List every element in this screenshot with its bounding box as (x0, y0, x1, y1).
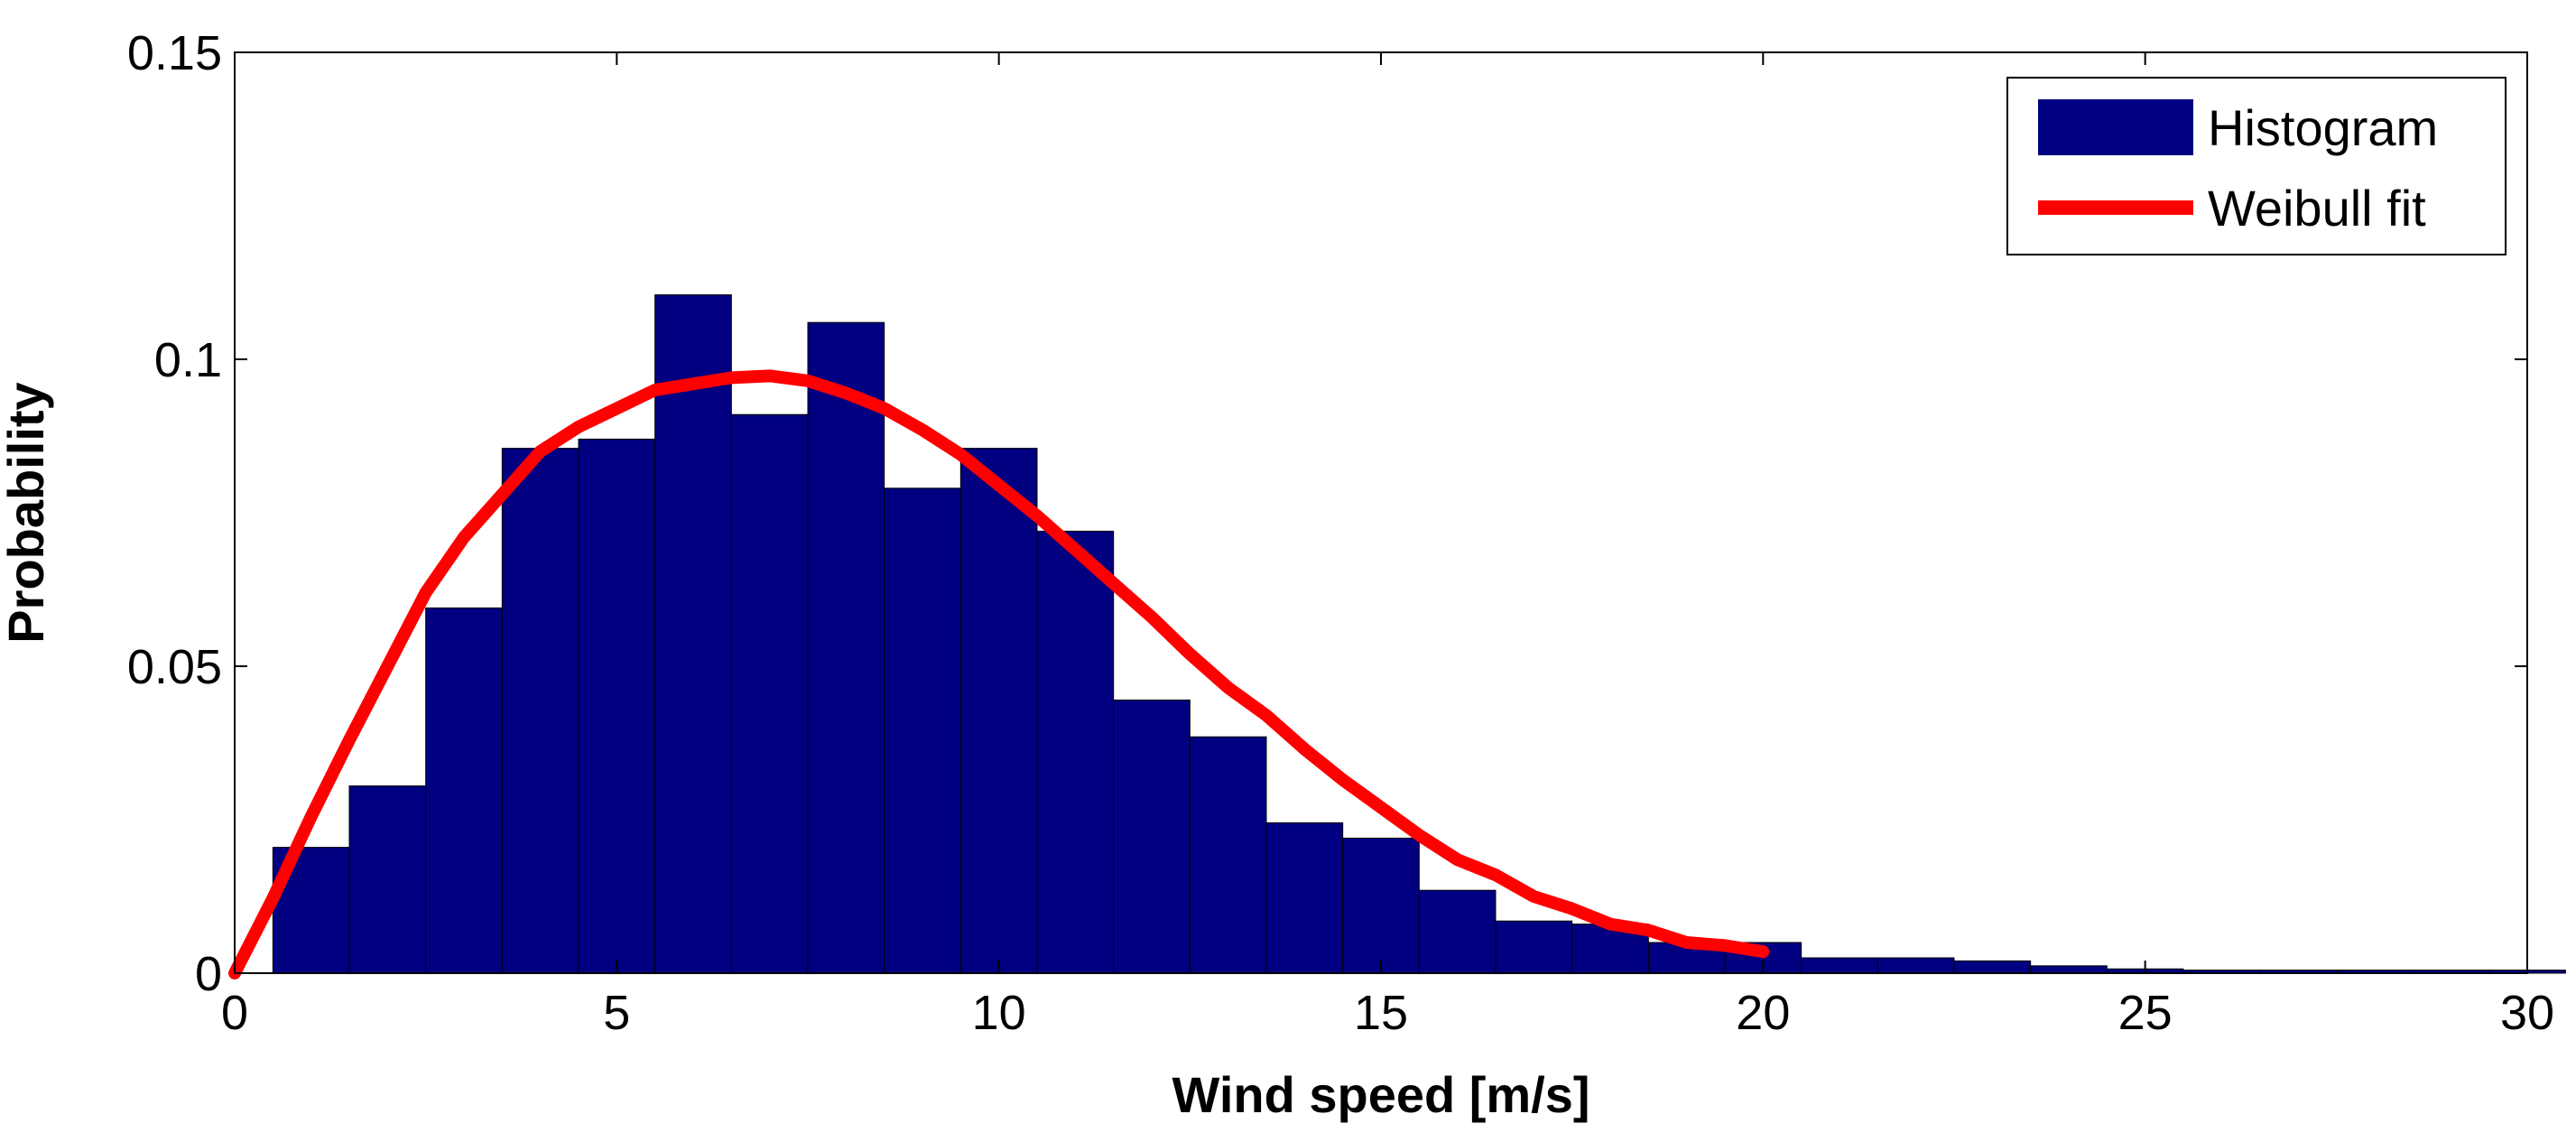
histogram-bar (348, 785, 427, 974)
x-tick-label: 5 (603, 986, 630, 1040)
histogram-bar (578, 438, 656, 974)
histogram-bar (425, 607, 503, 974)
histogram-bar (1495, 920, 1573, 974)
histogram-bar (1876, 957, 1955, 974)
x-axis-ticks: 0 5 10 15 20 25 30 (221, 52, 2554, 1040)
histogram-bar (1265, 822, 1344, 974)
histogram-bar (1953, 960, 2032, 974)
y-axis-title: Probability (0, 382, 54, 643)
histogram-bar (501, 448, 579, 974)
legend-weibull-fit-label: Weibull fit (2208, 180, 2426, 237)
histogram-bar (807, 321, 885, 974)
histogram-bar (1801, 957, 1878, 974)
weibull-fit-layer (228, 369, 1770, 980)
y-tick-label: 0.1 (154, 333, 222, 387)
legend: Histogram Weibull fit (2006, 77, 2507, 255)
x-tick-label: 15 (1354, 986, 1408, 1040)
x-tick-label: 10 (972, 986, 1026, 1040)
histogram-bar (1113, 699, 1191, 974)
histogram-bar (2030, 965, 2108, 974)
x-tick-label: 25 (2118, 986, 2173, 1040)
histogram-bar (1036, 530, 1115, 974)
x-tick-label: 20 (1736, 986, 1790, 1040)
histogram-bar (1418, 889, 1496, 974)
x-tick-label: 30 (2500, 986, 2554, 1040)
weibull-fit-line (228, 369, 1770, 980)
histogram-bar (959, 448, 1038, 974)
histogram-bar (1189, 736, 1267, 974)
x-tick-label: 0 (221, 986, 248, 1040)
histogram-bar (884, 487, 961, 974)
histogram-bar (654, 294, 732, 974)
legend-histogram-swatch (2038, 99, 2193, 155)
y-tick-label: 0.05 (127, 640, 222, 694)
legend-histogram-label: Histogram (2208, 99, 2438, 156)
histogram-bar (730, 413, 809, 974)
y-tick-label: 0 (195, 947, 222, 1001)
y-axis-ticks: 0 0.05 0.1 0.15 (127, 26, 2527, 1001)
histogram-bars (272, 294, 2566, 974)
x-axis-title: Wind speed [m/s] (1172, 1066, 1589, 1123)
histogram-bar (1342, 837, 1420, 974)
y-tick-label: 0.15 (127, 26, 222, 80)
